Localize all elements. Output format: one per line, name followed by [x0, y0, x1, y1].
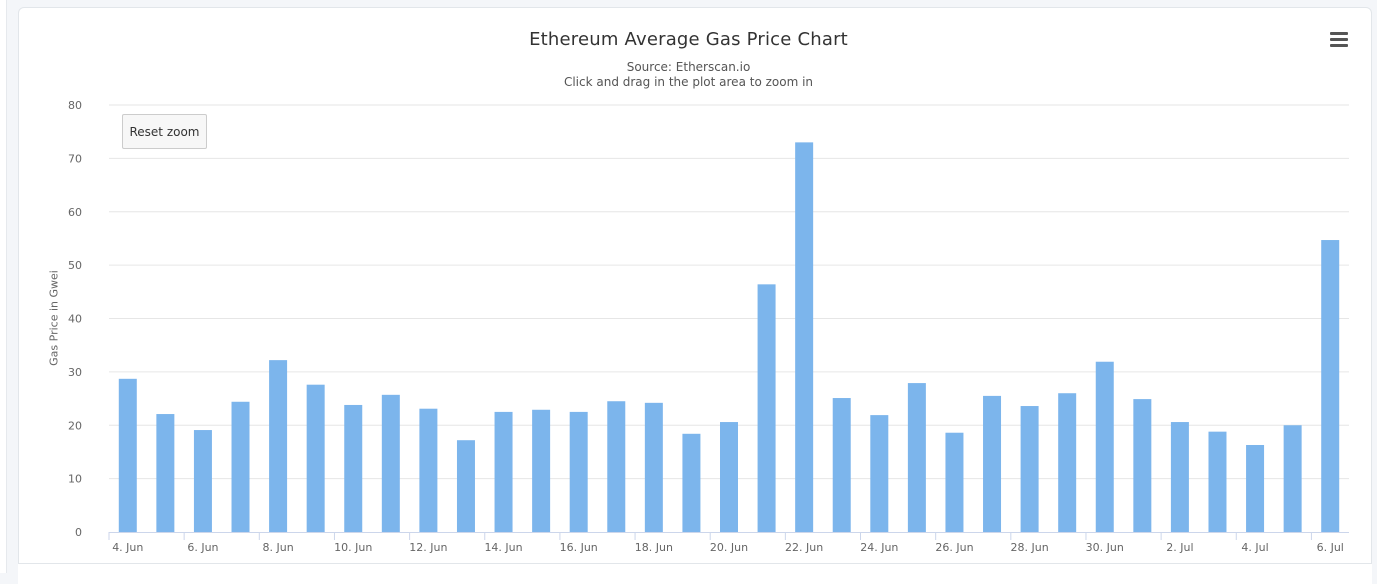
bar-29-jun[interactable]: 29. Jun: 26 — [1058, 393, 1077, 532]
bar-14-jun[interactable]: 14. Jun: 22.5 — [494, 411, 513, 532]
bar-28-jun[interactable]: 28. Jun: 23.6 — [1020, 406, 1039, 532]
x-tick-label: 18. Jun — [635, 541, 673, 554]
bar-15-jun[interactable]: 15. Jun: 22.9 — [532, 409, 551, 532]
x-axis: 4. Jun 6. Jun 8. Jun 10. Jun 12. Jun 14. Jun 1… — [108, 532, 1349, 554]
y-tick-label: 0 — [75, 526, 82, 539]
bar-4-jul[interactable]: 4. Jul: 16.3 — [1246, 444, 1265, 532]
bar-20-jun[interactable]: 20. Jun: 20.6 — [720, 422, 738, 532]
bar-10-jun[interactable]: 10. Jun: 23.8 — [344, 404, 363, 532]
bar-27-jun[interactable]: 27. Jun: 25.5 — [983, 395, 1002, 532]
bar-5-jul[interactable]: 5. Jul: 20 — [1283, 425, 1302, 532]
x-tick-label: 4. Jun — [112, 541, 143, 554]
x-tick-label: 26. Jun — [935, 541, 973, 554]
chart-title: Ethereum Average Gas Price Chart — [529, 29, 848, 50]
bar-19-jun[interactable]: 19. Jun: 18.4 — [682, 433, 701, 532]
y-axis-ticks: 0 10 20 30 40 50 60 70 80 — [68, 99, 82, 539]
x-tick-label: 16. Jun — [560, 541, 598, 554]
bar-6-jul[interactable]: 6. Jul: 54.7 — [1321, 240, 1340, 532]
y-tick-label: 60 — [68, 206, 82, 219]
x-tick-label: 14. Jun — [484, 541, 522, 554]
bar-25-jun[interactable]: 25. Jun: 27.9 — [907, 383, 926, 532]
bar-1-jul[interactable]: 1. Jul: 24.9 — [1133, 399, 1152, 532]
bar-5-jun[interactable]: 5. Jun: 22.1 — [156, 414, 175, 532]
x-tick-label: 6. Jun — [187, 541, 218, 554]
hamburger-menu-icon — [1330, 32, 1348, 35]
x-tick-label: 20. Jun — [710, 541, 748, 554]
chart-subtitle: Source: Etherscan.io — [626, 60, 751, 74]
y-tick-label: 30 — [68, 366, 82, 379]
bar-11-jun[interactable]: 11. Jun: 25.7 — [381, 394, 400, 532]
x-tick-label: 2. Jul — [1166, 541, 1193, 554]
bar-23-jun[interactable]: 23. Jun: 25.1 — [832, 398, 851, 532]
x-tick-label: 28. Jun — [1011, 541, 1049, 554]
x-tick-label: 30. Jun — [1086, 541, 1124, 554]
x-tick-label: 10. Jun — [334, 541, 372, 554]
bar-6-jun[interactable]: 6. Jun: 19.1 — [193, 430, 212, 532]
x-tick-label: 4. Jul — [1241, 541, 1268, 554]
x-tick-label: 6. Jul — [1317, 541, 1344, 554]
x-tick-label: 12. Jun — [409, 541, 447, 554]
left-panel-edge — [0, 0, 7, 573]
y-tick-label: 80 — [68, 99, 82, 112]
bar-17-jun[interactable]: 17. Jun: 24.5 — [607, 401, 626, 532]
bar-18-jun[interactable]: 18. Jun: 24.2 — [644, 402, 663, 532]
bar-16-jun[interactable]: 16. Jun: 22.5 — [569, 411, 588, 532]
chart-zoom-hint: Click and drag in the plot area to zoom … — [563, 75, 814, 89]
x-tick-label: 8. Jun — [262, 541, 293, 554]
bar-9-jun[interactable]: 9. Jun: 27.6 — [306, 384, 325, 532]
bar-series: 4. Jun: 28.7 5. Jun: 22.1 6. Jun: 19.1 7. J… — [118, 142, 1340, 533]
bar-22-jun[interactable]: 22. Jun: 73 — [795, 142, 814, 533]
chart-context-menu-button[interactable] — [1328, 32, 1350, 50]
bar-7-jun[interactable]: 7. Jun: 24.4 — [231, 401, 250, 532]
y-tick-label: 70 — [68, 152, 82, 165]
bar-26-jun[interactable]: 26. Jun: 18.6 — [945, 432, 964, 532]
y-tick-label: 10 — [68, 473, 82, 486]
x-tick-label: 24. Jun — [860, 541, 898, 554]
bar-12-jun[interactable]: 12. Jun: 23.1 — [419, 408, 438, 532]
bar-13-jun[interactable]: 13. Jun: 17.2 — [456, 440, 475, 532]
bar-3-jul[interactable]: 3. Jul: 18.8 — [1208, 431, 1227, 532]
reset-zoom-button[interactable]: Reset zoom — [122, 114, 207, 149]
bar-4-jun[interactable]: 4. Jun: 28.7 — [118, 378, 137, 532]
x-tick-label: 22. Jun — [785, 541, 823, 554]
bar-30-jun[interactable]: 30. Jun: 31.9 — [1095, 361, 1114, 532]
y-axis-title: Gas Price in Gwei — [47, 270, 61, 366]
y-tick-label: 40 — [68, 313, 82, 326]
bar-8-jun[interactable]: 8. Jun: 32.2 — [269, 360, 288, 532]
y-tick-label: 50 — [68, 259, 82, 272]
bar-2-jul[interactable]: 2. Jul: 20.6 — [1170, 422, 1189, 532]
y-tick-label: 20 — [68, 419, 82, 432]
bar-21-jun[interactable]: 21. Jun: 46.4 — [757, 284, 776, 532]
bar-24-jun[interactable]: 24. Jun: 21.9 — [870, 415, 889, 532]
